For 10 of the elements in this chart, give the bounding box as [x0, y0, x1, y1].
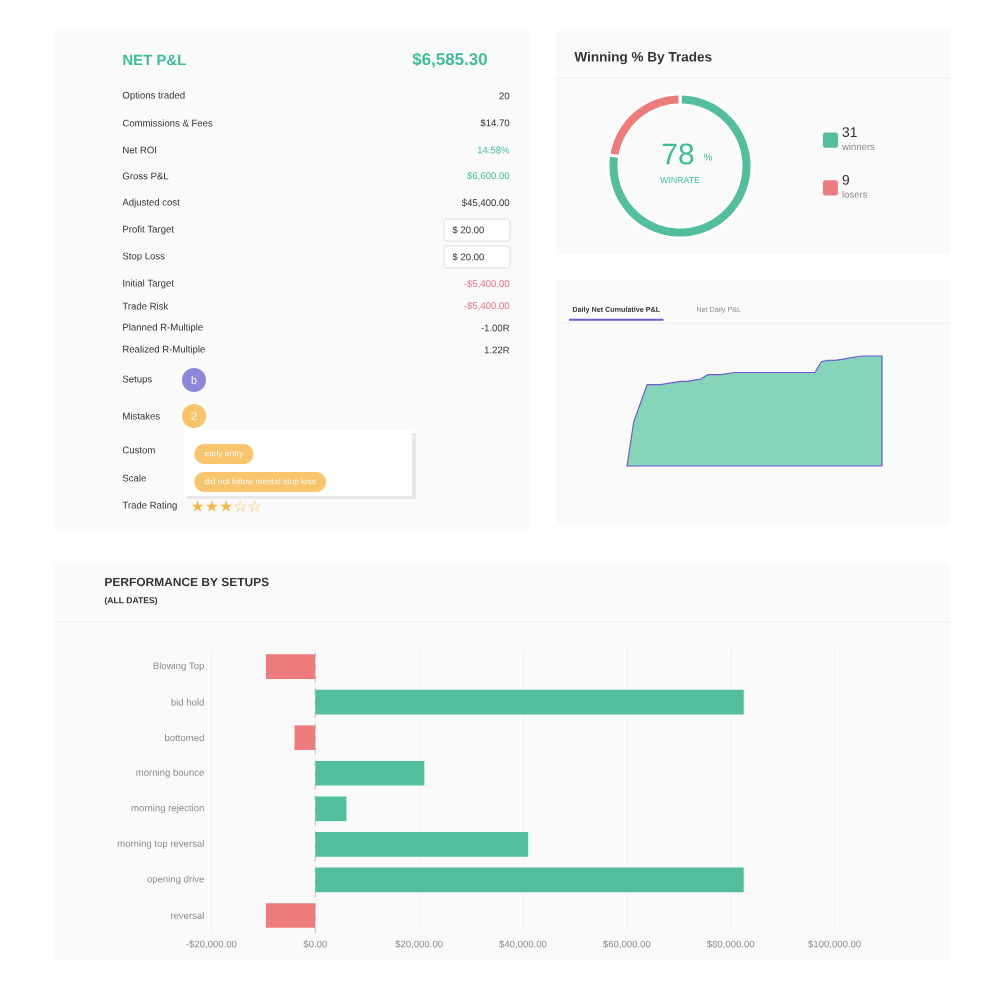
bar: [265, 654, 316, 679]
bar: [294, 725, 316, 750]
bar: [315, 832, 529, 857]
text: $6,585.30: [412, 52, 487, 68]
bar: [315, 760, 425, 786]
bar: [315, 796, 347, 822]
bar: [265, 903, 316, 928]
text: 78: [662, 143, 694, 165]
bar: [315, 867, 744, 893]
bar: [315, 689, 744, 715]
